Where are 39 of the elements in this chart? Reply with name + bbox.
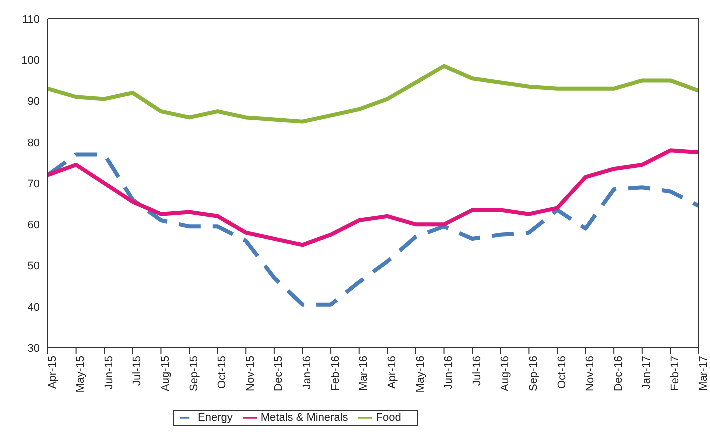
- legend-label: Energy: [198, 412, 233, 424]
- x-tick-label: Dec-15: [273, 356, 286, 392]
- y-tick-label: 50: [28, 260, 40, 273]
- y-tick-label: 100: [22, 55, 40, 68]
- x-tick-label: Oct-15: [216, 356, 229, 390]
- x-tick-label: May-16: [414, 356, 427, 393]
- x-tick-label: Aug-15: [160, 356, 172, 392]
- y-tick-label: 70: [28, 178, 40, 190]
- x-tick-label: Apr-15: [46, 356, 59, 390]
- line-series: [48, 152, 699, 307]
- x-tick-label: Nov-15: [244, 356, 257, 392]
- x-tick-label: Jul-15: [132, 356, 144, 386]
- line-series: [48, 64, 699, 124]
- x-tick-label: Feb-17: [670, 356, 682, 391]
- line-series: [48, 148, 699, 248]
- y-tick-label: 60: [28, 220, 40, 232]
- x-tick-label: Sep-15: [188, 356, 200, 392]
- x-tick-label: Nov-16: [584, 356, 597, 392]
- x-tick-label: Jul-16: [471, 356, 484, 386]
- y-tick-label: 80: [28, 137, 40, 150]
- x-tick-label: Dec-16: [612, 356, 625, 392]
- x-tick-label: Aug-16: [500, 356, 512, 392]
- x-tick-label: Oct-16: [556, 356, 568, 390]
- x-tick-label: Jan-16: [302, 356, 314, 390]
- x-tick-label: Feb-16: [330, 356, 342, 391]
- x-tick-label: Mar-16: [358, 356, 370, 391]
- x-tick-label: Apr-16: [386, 356, 398, 390]
- x-tick-label: Jun-16: [443, 356, 456, 390]
- y-tick-label: 30: [28, 342, 40, 355]
- x-tick-label: Jan-17: [641, 356, 654, 390]
- y-tick-label: 40: [28, 302, 40, 314]
- legend-label: Metals & Minerals: [260, 412, 348, 424]
- y-tick-label: 110: [22, 14, 40, 26]
- x-tick-label: Jun-15: [103, 356, 116, 390]
- legend-label: Food: [376, 412, 402, 424]
- x-tick-label: Mar-17: [698, 356, 710, 391]
- x-tick-label: May-15: [75, 356, 88, 393]
- x-tick-label: Sep-16: [528, 356, 540, 392]
- y-tick-label: 90: [28, 96, 40, 108]
